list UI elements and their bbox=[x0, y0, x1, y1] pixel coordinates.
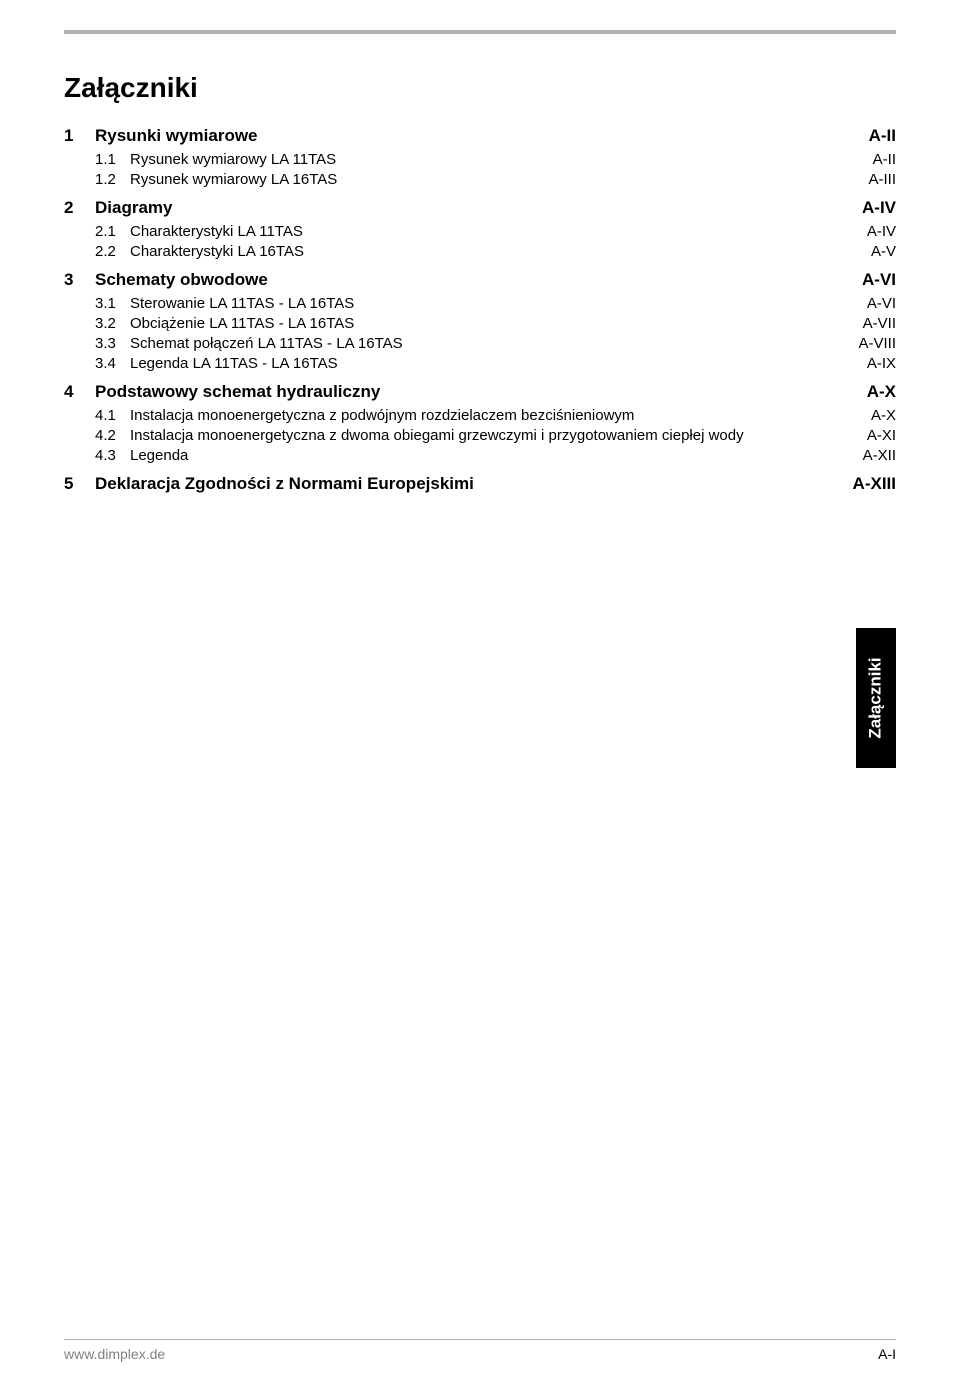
toc-page: A-IX bbox=[867, 355, 896, 372]
toc-number: 4 bbox=[64, 382, 95, 402]
toc-text: Instalacja monoenergetyczna z dwoma obie… bbox=[130, 427, 744, 444]
toc-number: 2 bbox=[64, 198, 95, 218]
toc-page: A-X bbox=[867, 382, 896, 402]
toc-page: A-XI bbox=[867, 427, 896, 444]
toc-number: 5 bbox=[64, 474, 95, 494]
toc-subitem: 3.2Obciążenie LA 11TAS - LA 16TAS A-VII bbox=[64, 315, 896, 332]
toc-text: Rysunek wymiarowy LA 11TAS bbox=[130, 151, 336, 168]
toc-subitem: 2.2Charakterystyki LA 16TAS A-V bbox=[64, 243, 896, 260]
toc-text: Charakterystyki LA 11TAS bbox=[130, 223, 303, 240]
toc-section: 5Deklaracja Zgodności z Normami Europejs… bbox=[64, 474, 896, 494]
toc-page: A-XII bbox=[863, 447, 896, 464]
toc-page: A-VIII bbox=[858, 335, 896, 352]
toc-page: A-V bbox=[871, 243, 896, 260]
toc-section: 2Diagramy A-IV bbox=[64, 198, 896, 218]
side-tab-label: Załączniki bbox=[866, 657, 886, 738]
toc-subitem: 1.1Rysunek wymiarowy LA 11TAS A-II bbox=[64, 151, 896, 168]
toc-page: A-VII bbox=[863, 315, 896, 332]
toc-subitem: 3.1Sterowanie LA 11TAS - LA 16TAS A-VI bbox=[64, 295, 896, 312]
toc-text: Schematy obwodowe bbox=[95, 270, 268, 290]
toc-section: 1Rysunki wymiarowe A-II bbox=[64, 126, 896, 146]
toc-subitem: 2.1Charakterystyki LA 11TAS A-IV bbox=[64, 223, 896, 240]
toc-section: 3Schematy obwodowe A-VI bbox=[64, 270, 896, 290]
toc-text: Obciążenie LA 11TAS - LA 16TAS bbox=[130, 315, 354, 332]
toc-text: Legenda bbox=[130, 447, 188, 464]
toc-number: 3.4 bbox=[95, 355, 130, 372]
toc-text: Diagramy bbox=[95, 198, 172, 218]
content-area: Załączniki 1Rysunki wymiaroweA-II1.1Rysu… bbox=[64, 72, 896, 499]
toc-subitem: 3.3Schemat połączeń LA 11TAS - LA 16TAS A… bbox=[64, 335, 896, 352]
toc-number: 1 bbox=[64, 126, 95, 146]
toc-number: 3.2 bbox=[95, 315, 130, 332]
toc-number: 2.1 bbox=[95, 223, 130, 240]
toc-number: 1.2 bbox=[95, 171, 130, 188]
toc-text: Rysunki wymiarowe bbox=[95, 126, 258, 146]
toc-page: A-III bbox=[868, 171, 896, 188]
toc-number: 4.2 bbox=[95, 427, 130, 444]
footer-page-number: A-I bbox=[878, 1346, 896, 1362]
toc-page: A-X bbox=[871, 407, 896, 424]
toc-text: Sterowanie LA 11TAS - LA 16TAS bbox=[130, 295, 354, 312]
toc-subitem: 3.4Legenda LA 11TAS - LA 16TAS A-IX bbox=[64, 355, 896, 372]
toc-text: Schemat połączeń LA 11TAS - LA 16TAS bbox=[130, 335, 403, 352]
toc-subitem: 4.1Instalacja monoenergetyczna z podwójn… bbox=[64, 407, 896, 424]
toc-text: Charakterystyki LA 16TAS bbox=[130, 243, 304, 260]
toc-text: Deklaracja Zgodności z Normami Europejsk… bbox=[95, 474, 474, 494]
toc-text: Rysunek wymiarowy LA 16TAS bbox=[130, 171, 337, 188]
toc-number: 4.1 bbox=[95, 407, 130, 424]
footer: www.dimplex.de A-I bbox=[64, 1339, 896, 1362]
side-tab: Załączniki bbox=[856, 628, 896, 768]
toc-subitem: 4.2Instalacja monoenergetyczna z dwoma o… bbox=[64, 427, 896, 444]
table-of-contents: 1Rysunki wymiaroweA-II1.1Rysunek wymiaro… bbox=[64, 126, 896, 494]
header-rule bbox=[64, 30, 896, 34]
footer-rule bbox=[64, 1339, 896, 1340]
toc-section: 4Podstawowy schemat hydrauliczny A-X bbox=[64, 382, 896, 402]
toc-subitem: 4.3Legenda A-XII bbox=[64, 447, 896, 464]
toc-number: 2.2 bbox=[95, 243, 130, 260]
toc-text: Legenda LA 11TAS - LA 16TAS bbox=[130, 355, 338, 372]
toc-page: A-VI bbox=[862, 270, 896, 290]
toc-page: A-XIII bbox=[853, 474, 896, 494]
toc-page: A-IV bbox=[862, 198, 896, 218]
toc-text: Podstawowy schemat hydrauliczny bbox=[95, 382, 380, 402]
toc-number: 3.1 bbox=[95, 295, 130, 312]
page-title: Załączniki bbox=[64, 72, 896, 104]
toc-page: A-VI bbox=[867, 295, 896, 312]
toc-text: Instalacja monoenergetyczna z podwójnym … bbox=[130, 407, 634, 424]
footer-url: www.dimplex.de bbox=[64, 1346, 165, 1362]
toc-number: 1.1 bbox=[95, 151, 130, 168]
toc-page: A-II bbox=[869, 126, 896, 146]
toc-number: 4.3 bbox=[95, 447, 130, 464]
toc-page: A-II bbox=[873, 151, 896, 168]
toc-number: 3.3 bbox=[95, 335, 130, 352]
toc-page: A-IV bbox=[867, 223, 896, 240]
toc-subitem: 1.2Rysunek wymiarowy LA 16TAS A-III bbox=[64, 171, 896, 188]
toc-number: 3 bbox=[64, 270, 95, 290]
